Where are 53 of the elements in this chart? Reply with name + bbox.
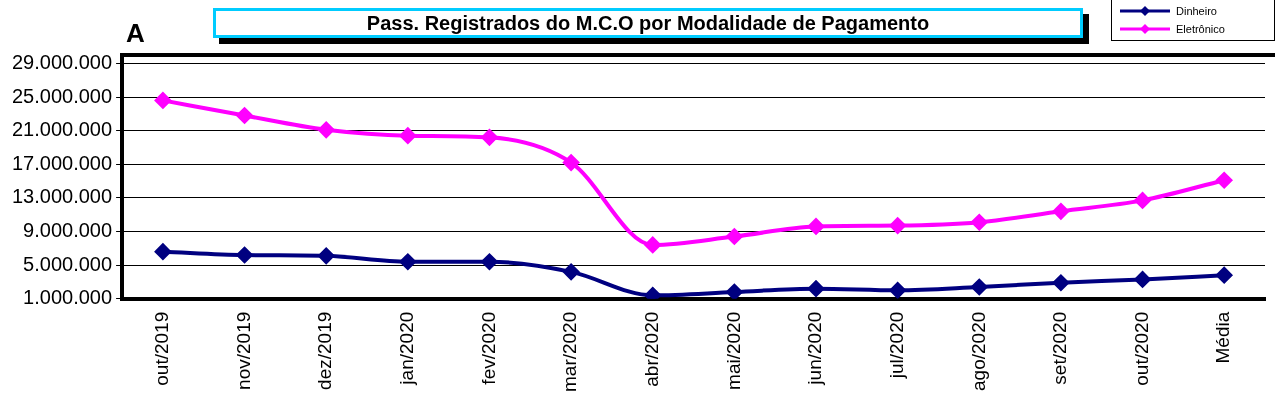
point (1052, 203, 1069, 220)
x-tick-label: jun/2020 (804, 311, 826, 386)
point (154, 243, 171, 260)
y-tick-label: 21.000.000 (11, 118, 113, 141)
x-tick-label: fev/2020 (477, 311, 499, 385)
legend-label: Eletrônico (1176, 23, 1225, 35)
point (971, 278, 988, 295)
point (563, 154, 580, 171)
point (481, 253, 498, 270)
point (236, 247, 253, 264)
text: A (126, 18, 145, 49)
point (1134, 271, 1151, 288)
x-tick-label: abr/2020 (640, 311, 662, 387)
point (971, 214, 988, 231)
point (889, 282, 906, 299)
point (726, 228, 743, 245)
chart-title: Pass. Registrados do M.C.O por Modalidade de Pagamento (213, 8, 1083, 38)
point (1216, 172, 1233, 189)
point (808, 280, 824, 297)
point (236, 107, 253, 124)
point (154, 92, 171, 109)
point (399, 127, 416, 144)
point (726, 284, 743, 299)
x-tick-label: mar/2020 (559, 311, 581, 393)
x-tick-label: dez/2019 (314, 311, 336, 390)
point (1052, 274, 1069, 291)
x-tick-label: out/2020 (1130, 311, 1152, 386)
y-tick-label: 29.000.000 (11, 50, 113, 73)
point (318, 247, 335, 264)
point (808, 218, 824, 235)
point (1134, 192, 1151, 209)
point (563, 263, 580, 280)
y-tick-label: 13.000.000 (11, 185, 113, 208)
x-tick-label: out/2019 (151, 311, 173, 386)
y-tick-label: 1.000.000 (23, 286, 113, 309)
point (1216, 267, 1233, 284)
x-tick-label: nov/2019 (232, 311, 254, 390)
x-tick-label: jul/2020 (885, 311, 907, 380)
point (481, 129, 498, 146)
point (644, 236, 661, 253)
point (399, 253, 416, 270)
point (889, 217, 906, 234)
y-tick-label: 17.000.000 (11, 151, 113, 174)
x-tick-label: jan/2020 (396, 311, 418, 386)
y-tick-label: 9.000.000 (23, 219, 113, 242)
y-tick-label: 25.000.000 (11, 84, 113, 107)
x-tick-label: set/2020 (1049, 311, 1071, 385)
x-tick-label: mai/2020 (722, 311, 744, 390)
point (318, 121, 335, 138)
x-tick-label: Média (1212, 311, 1234, 364)
x-tick-label: ago/2020 (967, 311, 989, 391)
y-tick-label: 5.000.000 (23, 252, 113, 275)
legend-label: Dinheiro (1176, 5, 1217, 17)
